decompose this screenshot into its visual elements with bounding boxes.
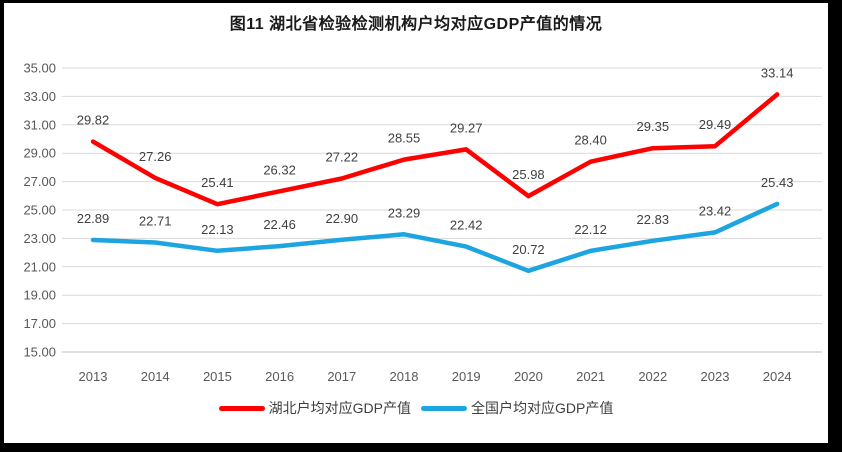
y-tick-label: 35.00 — [23, 61, 56, 76]
y-tick-label: 23.00 — [23, 231, 56, 246]
legend-item-national: 全国户均对应GDP产值 — [421, 398, 613, 418]
data-label: 22.12 — [574, 222, 607, 237]
x-tick-label: 2013 — [79, 369, 108, 384]
legend-swatch-hubei — [218, 405, 265, 411]
data-label: 29.27 — [450, 120, 483, 135]
legend-item-hubei: 湖北户均对应GDP产值 — [218, 398, 411, 418]
x-tick-label: 2014 — [141, 369, 170, 384]
data-label: 27.22 — [326, 149, 359, 164]
data-label: 22.46 — [263, 217, 296, 232]
data-label: 22.90 — [326, 211, 359, 226]
x-tick-label: 2015 — [203, 369, 232, 384]
data-label: 23.42 — [699, 203, 732, 218]
x-tick-label: 2018 — [390, 369, 419, 384]
series-line-1 — [90, 201, 780, 274]
data-label: 25.43 — [761, 175, 794, 190]
data-label: 22.13 — [201, 222, 234, 237]
legend-swatch-national — [421, 405, 467, 411]
x-tick-label: 2023 — [701, 369, 730, 384]
data-label: 22.89 — [77, 211, 110, 226]
y-tick-label: 29.00 — [23, 146, 56, 161]
y-tick-label: 31.00 — [23, 117, 56, 132]
chart-title: 图11 湖北省检验检测机构户均对应GDP产值的情况 — [229, 16, 603, 33]
y-tick-label: 25.00 — [23, 203, 56, 218]
y-tick-label: 21.00 — [23, 259, 56, 274]
data-label: 26.32 — [263, 162, 296, 177]
series-line-0 — [90, 92, 780, 207]
data-label: 29.49 — [699, 117, 732, 132]
data-label: 25.98 — [512, 167, 545, 182]
legend: 湖北户均对应GDP产值 全国户均对应GDP产值 — [4, 398, 828, 418]
data-label: 22.83 — [637, 212, 670, 227]
data-label: 22.42 — [450, 218, 483, 233]
data-label: 20.72 — [512, 242, 545, 257]
x-tick-label: 2016 — [265, 369, 294, 384]
data-label: 27.26 — [139, 149, 172, 164]
legend-label-national: 全国户均对应GDP产值 — [471, 400, 614, 416]
line-chart: 35.00 33.00 31.00 29.00 27.00 25.00 23.00 21.00… — [23, 61, 822, 384]
data-label: 28.40 — [574, 133, 607, 148]
data-label: 29.35 — [637, 119, 670, 134]
data-label: 23.29 — [388, 205, 421, 220]
y-tick-label: 19.00 — [23, 288, 56, 303]
x-tick-label: 2019 — [452, 369, 481, 384]
data-label: 33.14 — [761, 65, 794, 80]
x-tick-label: 2022 — [638, 369, 667, 384]
x-tick-label: 2021 — [576, 369, 605, 384]
x-tick-label: 2024 — [763, 369, 792, 384]
data-label: 25.41 — [201, 175, 234, 190]
y-tick-label: 15.00 — [23, 345, 56, 360]
data-label: 29.82 — [77, 113, 110, 128]
y-tick-label: 33.00 — [23, 89, 56, 104]
y-tick-label: 27.00 — [23, 174, 56, 189]
data-label: 28.55 — [388, 131, 421, 146]
legend-label-hubei: 湖北户均对应GDP产值 — [268, 400, 411, 416]
data-label: 22.71 — [139, 214, 172, 229]
x-tick-label: 2020 — [514, 369, 543, 384]
y-tick-label: 17.00 — [23, 316, 56, 331]
x-tick-label: 2017 — [327, 369, 356, 384]
